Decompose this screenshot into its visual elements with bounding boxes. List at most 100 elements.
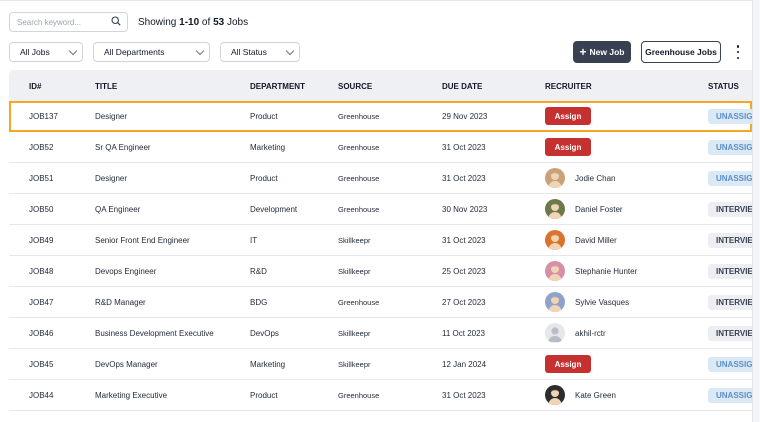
job-department: R&D — [250, 267, 267, 276]
job-source: Greenhouse — [338, 298, 380, 307]
job-due-date: 29 Nov 2023 — [442, 112, 488, 121]
assign-button[interactable]: Assign — [545, 355, 591, 373]
job-title[interactable]: Senior Front End Engineer — [95, 236, 190, 245]
status-badge: INTERVIEW — [708, 264, 752, 279]
job-due-date: 27 Oct 2023 — [442, 298, 486, 307]
status-badge: UNASSIGNED — [708, 171, 752, 186]
job-department: BDG — [250, 298, 268, 307]
avatar — [545, 292, 565, 312]
header-source: SOURCE — [338, 82, 373, 91]
assign-button[interactable]: Assign — [545, 138, 591, 156]
status-badge: INTERVIEW — [708, 326, 752, 341]
avatar — [545, 230, 565, 250]
results-summary: Showing 1-10 of 53 Jobs — [138, 16, 249, 28]
job-source: Skillkeepr — [338, 360, 371, 369]
filter-select[interactable]: All Status — [220, 42, 300, 62]
chevron-down-icon — [285, 46, 295, 55]
job-source: Greenhouse — [338, 143, 380, 152]
status-badge: INTERVIEW — [708, 202, 752, 217]
greenhouse-jobs-button[interactable]: Greenhouse Jobs — [641, 41, 721, 63]
table-row[interactable]: JOB51 Designer Product Greenhouse 31 Oct 202… — [9, 163, 752, 194]
recruiter-name: David Miller — [575, 236, 617, 245]
recruiter-name: Sylvie Vasques — [575, 298, 630, 307]
job-title[interactable]: Business Development Executive — [95, 329, 214, 338]
job-due-date: 31 Oct 2023 — [442, 174, 486, 183]
job-source: Skillkeepr — [338, 236, 371, 245]
job-due-date: 11 Oct 2023 — [442, 329, 485, 338]
job-due-date: 31 Oct 2023 — [442, 391, 486, 400]
filter-label: All Departments — [104, 47, 165, 57]
recruiter-name: akhil-rctr — [575, 329, 606, 338]
job-title[interactable]: Designer — [95, 112, 128, 121]
recruiter-name: Jodie Chan — [575, 174, 616, 183]
table-row[interactable]: JOB48 Devops Engineer R&D Skillkeepr 25 Oct … — [9, 256, 752, 287]
status-badge: UNASSIGNED — [708, 140, 752, 155]
table-row[interactable]: JOB49 Senior Front End Engineer IT Skillkee… — [9, 225, 752, 256]
job-due-date: 25 Oct 2023 — [442, 267, 486, 276]
table-header: ID# TITLE DEPARTMENT SOURCE DUE DATE REC… — [9, 70, 752, 101]
job-department: DevOps — [250, 329, 279, 338]
job-due-date: 31 Oct 2023 — [442, 143, 486, 152]
header-title: TITLE — [95, 82, 118, 91]
search-box[interactable] — [9, 12, 128, 32]
more-options-icon[interactable] — [735, 45, 741, 59]
filter-bar: All Jobs All Departments All Status — [9, 42, 310, 62]
assign-button[interactable]: Assign — [545, 107, 591, 125]
new-job-button[interactable]: + New Job — [573, 41, 631, 63]
job-id: JOB49 — [29, 236, 54, 245]
filter-select[interactable]: All Departments — [93, 42, 210, 62]
avatar — [545, 199, 565, 219]
job-source: Greenhouse — [338, 391, 380, 400]
job-title[interactable]: DevOps Manager — [95, 360, 158, 369]
job-title[interactable]: Designer — [95, 174, 128, 183]
job-due-date: 31 Oct 2023 — [442, 236, 486, 245]
job-department: IT — [250, 236, 258, 245]
page-scrollbar[interactable] — [752, 0, 760, 422]
job-title[interactable]: Devops Engineer — [95, 267, 157, 276]
table-row[interactable]: JOB46 Business Development Executive DevOp… — [9, 318, 752, 349]
job-source: Greenhouse — [338, 205, 380, 214]
job-title[interactable]: QA Engineer — [95, 205, 141, 214]
search-input[interactable] — [17, 17, 107, 27]
header-id: ID# — [29, 82, 42, 91]
recruiter-name: Kate Green — [575, 391, 616, 400]
table-row[interactable]: JOB45 DevOps Manager Marketing Skillkeepr 12… — [9, 349, 752, 380]
job-id: JOB47 — [29, 298, 54, 307]
jobs-table: ID# TITLE DEPARTMENT SOURCE DUE DATE REC… — [9, 70, 752, 411]
job-department: Product — [250, 174, 278, 183]
chevron-down-icon — [68, 46, 78, 55]
status-badge: UNASSIGNED — [708, 357, 752, 372]
header-status: STATUS — [708, 82, 739, 91]
topbar: Showing 1-10 of 53 Jobs — [9, 12, 248, 32]
chevron-down-icon — [195, 46, 205, 55]
job-department: Marketing — [250, 143, 286, 152]
recruiter-name: Stephanie Hunter — [575, 267, 638, 276]
avatar — [545, 323, 565, 343]
status-badge: UNASSIGNED — [708, 388, 752, 403]
job-title[interactable]: Marketing Executive — [95, 391, 168, 400]
filter-label: All Status — [231, 47, 267, 57]
status-badge: INTERVIEW — [708, 295, 752, 310]
plus-icon: + — [579, 45, 587, 59]
header-department: DEPARTMENT — [250, 82, 305, 91]
job-id: JOB48 — [29, 267, 54, 276]
table-row[interactable]: JOB47 R&D Manager BDG Greenhouse 27 Oct 2023… — [9, 287, 752, 318]
job-id: JOB137 — [29, 112, 58, 121]
recruiter-name: Daniel Foster — [575, 205, 623, 214]
filter-select[interactable]: All Jobs — [9, 42, 83, 62]
job-department: Marketing — [250, 360, 286, 369]
table-row[interactable]: JOB137 Designer Product Greenhouse 29 Nov 20… — [9, 101, 752, 132]
job-source: Greenhouse — [338, 112, 380, 121]
table-row[interactable]: JOB52 Sr QA Engineer Marketing Greenhouse 31… — [9, 132, 752, 163]
avatar — [545, 168, 565, 188]
job-title[interactable]: R&D Manager — [95, 298, 146, 307]
toolbar-actions: + New Job Greenhouse Jobs — [573, 41, 741, 63]
search-icon[interactable] — [111, 13, 121, 31]
job-due-date: 30 Nov 2023 — [442, 205, 488, 214]
table-row[interactable]: JOB50 QA Engineer Development Greenhouse 30 … — [9, 194, 752, 225]
job-source: Skillkeepr — [338, 267, 371, 276]
job-title[interactable]: Sr QA Engineer — [95, 143, 151, 152]
job-source: Skillkeepr — [338, 329, 371, 338]
filter-label: All Jobs — [20, 47, 50, 57]
table-row[interactable]: JOB44 Marketing Executive Product Greenhous… — [9, 380, 752, 411]
